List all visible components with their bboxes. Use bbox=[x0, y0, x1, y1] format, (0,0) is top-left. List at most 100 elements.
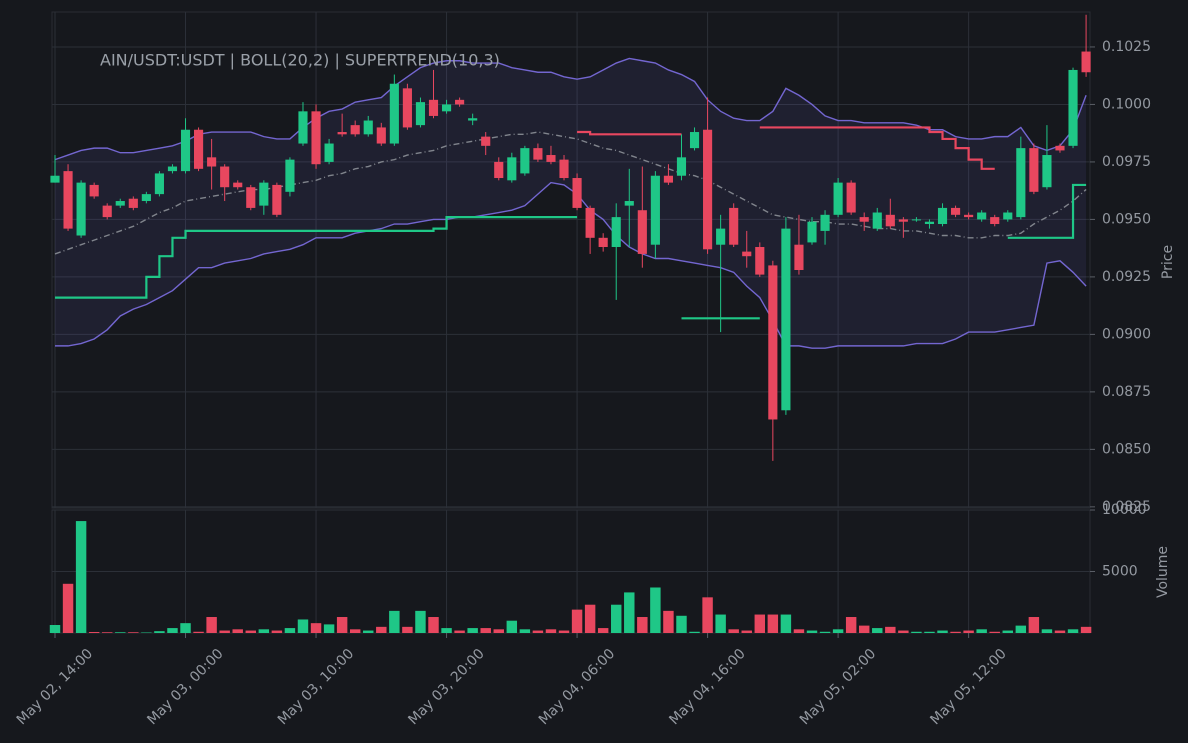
candle-body bbox=[794, 244, 804, 271]
candle-body bbox=[729, 207, 739, 245]
candle-body bbox=[1029, 148, 1039, 192]
volume-bar bbox=[310, 623, 322, 633]
candle-body bbox=[964, 214, 974, 218]
volume-bar bbox=[532, 630, 544, 633]
volume-bar bbox=[767, 614, 779, 633]
y-tick-label: 0.0825 bbox=[1102, 499, 1151, 515]
volume-bar bbox=[1028, 617, 1040, 633]
candle-body bbox=[233, 182, 243, 188]
volume-bar bbox=[597, 628, 609, 633]
volume-bar bbox=[428, 617, 439, 633]
candle-body bbox=[63, 171, 73, 229]
candle-body bbox=[859, 217, 869, 222]
candle-body bbox=[350, 125, 360, 135]
volume-bar bbox=[624, 592, 635, 633]
y-tick-label: 0.0875 bbox=[1102, 384, 1151, 400]
y-tick-label: 10000 bbox=[1102, 502, 1147, 518]
volume-bar bbox=[911, 631, 922, 633]
candle-body bbox=[585, 207, 595, 238]
volume-bar bbox=[389, 610, 400, 633]
candle-body bbox=[703, 129, 713, 250]
volume-bar bbox=[963, 630, 974, 633]
y-tick-label: 0.0850 bbox=[1102, 441, 1151, 457]
volume-bar bbox=[728, 629, 739, 633]
candle-body bbox=[337, 132, 347, 135]
volume-bar bbox=[754, 614, 766, 633]
candle-body bbox=[833, 182, 843, 215]
volume-bar bbox=[1067, 629, 1079, 633]
candle-body bbox=[977, 212, 987, 220]
candle-body bbox=[937, 207, 948, 225]
candle-body bbox=[128, 198, 138, 208]
candle-body bbox=[624, 201, 634, 206]
volume-bar bbox=[297, 619, 309, 633]
volume-bar bbox=[689, 631, 700, 633]
volume-bar bbox=[676, 615, 687, 633]
candle-body bbox=[455, 99, 465, 105]
candle-body bbox=[311, 111, 321, 165]
bollinger-line bbox=[54, 131, 1087, 255]
volume-bar bbox=[245, 630, 256, 633]
candle-body bbox=[598, 237, 608, 248]
bollinger-line bbox=[54, 57, 1087, 161]
candle-body bbox=[468, 118, 478, 121]
candle-body bbox=[50, 175, 60, 183]
volume-bar bbox=[650, 587, 661, 633]
volume-bar bbox=[62, 583, 74, 633]
candle-body bbox=[402, 88, 412, 128]
volume-bar bbox=[819, 631, 831, 633]
y-tick-label: 0.0950 bbox=[1102, 211, 1151, 227]
volume-bar bbox=[128, 632, 139, 633]
volume-bar bbox=[898, 630, 909, 633]
volume-bar bbox=[284, 628, 296, 633]
candle-body bbox=[1003, 212, 1013, 220]
volume-bar bbox=[806, 630, 818, 633]
candle-body bbox=[872, 212, 882, 229]
volume-bar bbox=[441, 628, 452, 633]
volume-bar bbox=[793, 629, 805, 633]
volume-bar bbox=[480, 628, 491, 633]
volume-bar bbox=[976, 629, 987, 633]
candle-body bbox=[441, 104, 452, 112]
candle-body bbox=[572, 178, 582, 208]
volume-bar bbox=[611, 604, 622, 633]
candle-body bbox=[324, 143, 334, 162]
candle-body bbox=[650, 175, 660, 245]
volume-bar bbox=[271, 630, 283, 633]
candle-body bbox=[220, 166, 230, 188]
volume-bar bbox=[180, 623, 191, 633]
candle-body bbox=[546, 155, 556, 162]
volume-bar bbox=[1015, 625, 1027, 633]
volume-bar bbox=[363, 630, 374, 633]
volume-bar bbox=[989, 631, 1000, 633]
candle-body bbox=[1055, 145, 1065, 151]
candle-body bbox=[415, 102, 426, 126]
volume-bar bbox=[219, 630, 230, 633]
candle-body bbox=[246, 187, 256, 208]
candle-body bbox=[1081, 51, 1091, 73]
volume-bar bbox=[402, 626, 413, 633]
candle-body bbox=[363, 120, 373, 135]
volume-bar bbox=[637, 617, 648, 633]
volume-bar bbox=[885, 626, 896, 633]
candle-body bbox=[533, 148, 543, 160]
candle-body bbox=[115, 201, 125, 206]
volume-bar bbox=[454, 630, 465, 633]
candle-body bbox=[885, 214, 895, 227]
candle-body bbox=[272, 184, 282, 215]
volume-bar bbox=[506, 620, 518, 633]
volume-bar bbox=[832, 629, 844, 633]
volume-bar bbox=[49, 625, 61, 633]
volume-bar bbox=[167, 628, 178, 633]
candle-body bbox=[846, 182, 856, 213]
volume-bar bbox=[519, 629, 531, 633]
supertrend-line bbox=[577, 126, 995, 170]
candle-body bbox=[520, 148, 530, 174]
candle-body bbox=[689, 132, 700, 149]
volume-bar bbox=[663, 610, 674, 633]
candle-body bbox=[781, 228, 791, 411]
candle-body bbox=[494, 161, 504, 179]
volume-bar bbox=[780, 614, 792, 633]
volume-bar bbox=[493, 629, 504, 633]
volume-bar bbox=[88, 632, 100, 633]
